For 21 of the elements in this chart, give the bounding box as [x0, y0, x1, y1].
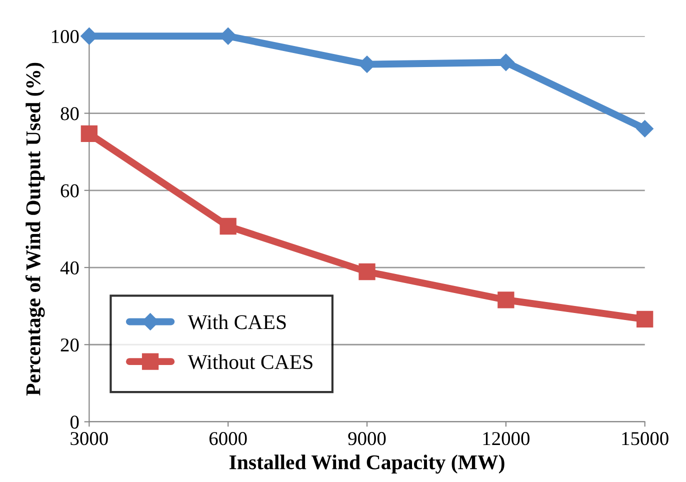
y-tick-label: 100 — [52, 30, 79, 44]
legend-label: With CAES — [188, 314, 286, 330]
y-tick-label: 60 — [60, 184, 79, 198]
x-tick-label: 6000 — [209, 432, 247, 446]
point — [80, 125, 98, 142]
legend-label: Without CAES — [188, 354, 312, 370]
point — [636, 310, 654, 328]
point — [498, 292, 514, 308]
x-tick-label: 12000 — [483, 432, 530, 446]
x-tick-label: 3000 — [70, 432, 108, 446]
point — [358, 263, 376, 280]
x-tick-label: 9000 — [348, 432, 386, 446]
y-tick-label: 20 — [60, 338, 79, 352]
y-axis-title: Percentage of Wind Output Used (%) — [25, 62, 45, 396]
x-tick-label: 15000 — [622, 432, 668, 446]
y-tick-label: 80 — [60, 107, 79, 120]
point — [220, 218, 236, 235]
y-tick-label: 0 — [70, 416, 79, 429]
point — [636, 120, 654, 138]
x-axis-title: Installed Wind Capacity (MW) — [229, 454, 504, 474]
y-tick-label: 40 — [60, 261, 79, 274]
